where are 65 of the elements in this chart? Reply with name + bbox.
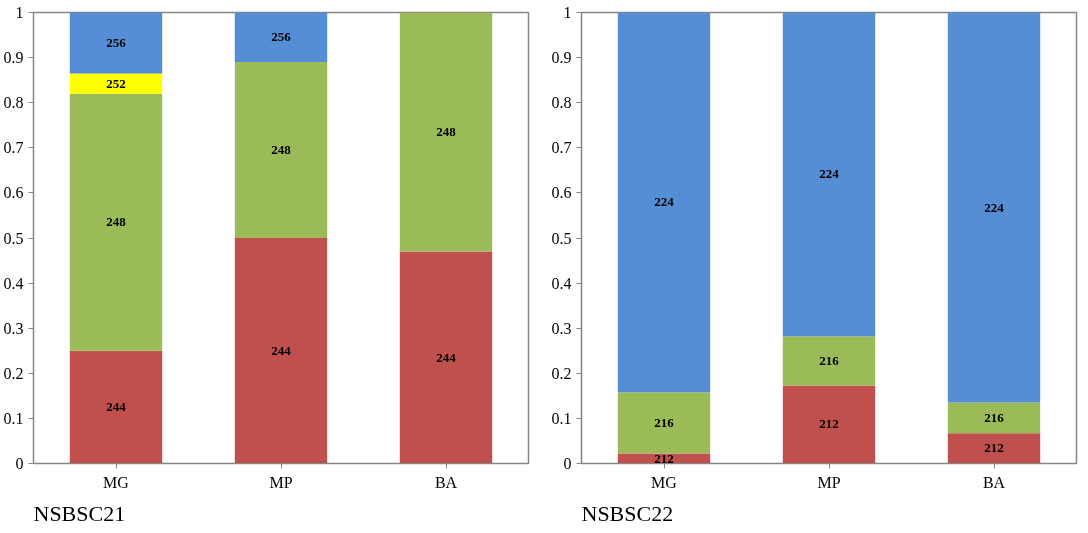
bar [234,238,328,464]
bar [782,12,876,337]
text: NSBSC22 [581,500,674,526]
y-tick-label: 0.3 [551,319,572,337]
y-tick-label: 0.8 [551,94,572,112]
y-tick-label: 0.9 [3,49,24,67]
bar [782,336,876,386]
bar [947,402,1041,434]
bar [782,385,876,464]
y-tick-label: 0.6 [551,184,572,202]
text: 244 [436,349,456,365]
y-tick-label: 0.2 [3,364,24,382]
bar [399,251,493,464]
y-tick-label: 0.4 [3,274,24,292]
y-tick-label: 0.9 [551,49,572,67]
series-label: 248 [106,214,127,230]
x-tick-label: MG [103,473,130,491]
y-tick-label: 0.3 [3,319,24,337]
bar [69,73,163,94]
y-tick-label: 1 [15,4,24,21]
x-tick-label: BA [982,473,1006,491]
y-tick-label: 1 [563,4,572,21]
text: 212 [819,416,839,432]
bar [234,12,328,63]
y-tick-label: 0.7 [3,139,24,157]
y-tick-label: 0.6 [3,184,24,202]
bar [947,12,1041,403]
y-tick-label: 0.1 [551,409,572,427]
series-label: 256 [271,29,292,45]
text: 248 [436,124,456,140]
text: 216 [654,414,674,430]
bar [399,12,493,252]
text: 216 [819,352,839,368]
text: 256 [106,34,126,50]
x-tick-label: MP [817,473,841,491]
bar [69,12,163,74]
y-tick-label: 0.5 [551,229,572,247]
x-tick-label: MG [651,473,678,491]
text: NSBSC21 [33,500,126,526]
y-tick-label: 0.1 [3,409,24,427]
series-label: 244 [106,399,127,415]
y-tick-label: 0.7 [551,139,572,157]
y-tick-label: 0.8 [3,94,24,112]
series-label: 252 [106,75,126,91]
y-tick-label: 0.5 [3,229,24,247]
bar [69,350,163,464]
x-tick-label: MP [269,473,293,491]
text: 224 [984,199,1004,215]
x-tick-label: BA [434,473,458,491]
bar [617,12,711,393]
series-label: 212 [654,450,674,466]
text: 212 [984,440,1004,456]
bar [234,62,328,238]
series-label: 216 [984,409,1005,425]
bar [947,433,1041,464]
text: 248 [271,142,291,158]
bar [69,93,163,351]
text: 224 [819,166,839,182]
y-tick-label: 0.4 [551,274,572,292]
bar [617,392,711,454]
y-tick-label: 0.2 [551,364,572,382]
series-label: 224 [654,194,675,210]
y-tick-label: 0 [15,455,24,472]
y-tick-label: 0 [563,455,572,472]
text: 244 [271,342,291,358]
